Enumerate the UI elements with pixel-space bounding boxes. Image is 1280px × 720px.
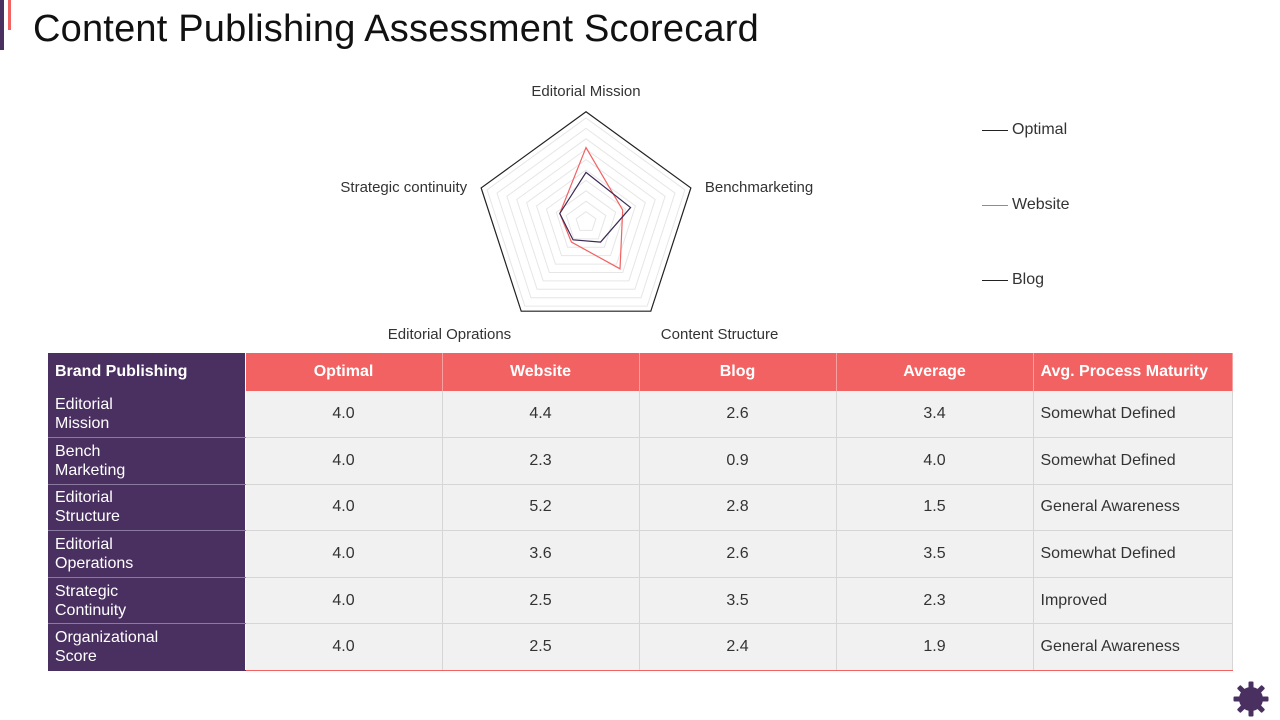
legend-item-optimal: Optimal — [982, 118, 1067, 142]
cell-average: 3.5 — [836, 530, 1034, 578]
cell-optimal: 4.0 — [245, 437, 443, 485]
row-label: Editorial Operations — [48, 530, 246, 578]
radar-series-blog — [559, 171, 632, 243]
cell-maturity: Improved — [1033, 577, 1233, 625]
cell-maturity: General Awareness — [1033, 623, 1233, 672]
table-row: Organizational Score 4.0 2.5 2.4 1.9 Gene… — [48, 623, 1233, 672]
row-label: Editorial Mission — [48, 391, 246, 439]
cell-optimal: 4.0 — [245, 577, 443, 625]
radar-grid-ring — [486, 117, 686, 307]
radar-grid-ring — [565, 200, 607, 240]
legend-label: Optimal — [1012, 121, 1068, 138]
cell-optimal: 4.0 — [245, 530, 443, 578]
row-label-line: Mission — [55, 415, 110, 433]
cell-average: 2.3 — [836, 577, 1034, 625]
cell-blog: 2.4 — [639, 623, 837, 672]
cell-website: 2.5 — [442, 623, 640, 672]
cell-blog: 0.9 — [639, 437, 837, 485]
row-label-line: Bench — [55, 442, 101, 460]
cell-website: 3.6 — [442, 530, 640, 578]
cell-maturity: Somewhat Defined — [1033, 530, 1233, 578]
radar-grid-ring — [496, 127, 676, 299]
cell-website: 2.3 — [442, 437, 640, 485]
radar-grid-ring — [526, 158, 646, 273]
cell-blog: 3.5 — [639, 577, 837, 625]
radar-axis-label: Content Structure — [661, 326, 779, 343]
scorecard-table: Brand Publishing Optimal Website Blog Av… — [48, 353, 1233, 672]
table-row: Editorial Mission 4.0 4.4 2.6 3.4 Somewha… — [48, 391, 1233, 439]
gear-icon[interactable] — [1232, 680, 1270, 718]
cell-average: 1.9 — [836, 623, 1034, 672]
row-label-line: Organizational — [55, 629, 159, 647]
table-row: Editorial Operations 4.0 3.6 2.6 3.5 Some… — [48, 530, 1233, 578]
column-header-brand-publishing: Brand Publishing — [48, 353, 246, 391]
radar-axis-label: Strategic continuity — [340, 179, 467, 196]
cell-blog: 2.6 — [639, 530, 837, 578]
row-label-line: Editorial — [55, 396, 113, 414]
legend-line-icon — [982, 129, 1008, 131]
legend-item-website: Website — [982, 193, 1070, 217]
cell-optimal: 4.0 — [245, 391, 443, 439]
table-row: Strategic Continuity 4.0 2.5 3.5 2.3 Impr… — [48, 577, 1233, 625]
accent-bar — [0, 0, 4, 50]
cell-maturity: General Awareness — [1033, 484, 1233, 532]
row-label-line: Operations — [55, 555, 134, 573]
row-label-line: Editorial — [55, 536, 113, 554]
column-header-website: Website — [442, 353, 640, 391]
cell-average: 1.5 — [836, 484, 1034, 532]
cell-blog: 2.8 — [639, 484, 837, 532]
cell-website: 2.5 — [442, 577, 640, 625]
column-header-optimal: Optimal — [245, 353, 443, 391]
radar-series-website — [559, 146, 624, 270]
legend-line-icon — [982, 279, 1008, 281]
row-label-line: Marketing — [55, 461, 126, 479]
accent-bar-highlight — [8, 0, 11, 30]
legend-label: Blog — [1012, 271, 1045, 288]
radar-series-optimal — [480, 111, 692, 312]
cell-maturity: Somewhat Defined — [1033, 437, 1233, 485]
cell-blog: 2.6 — [639, 391, 837, 439]
radar-grid-ring — [575, 210, 597, 231]
cell-website: 4.4 — [442, 391, 640, 439]
row-label-line: Score — [55, 648, 97, 666]
column-header-blog: Blog — [639, 353, 837, 391]
row-label-line: Structure — [55, 508, 120, 526]
radar-grid-ring — [535, 169, 637, 265]
row-label-line: Strategic — [55, 582, 119, 600]
radar-chart: Editorial Mission Benchmarketing Content S… — [300, 80, 880, 350]
table-row: Editorial Structure 4.0 5.2 2.8 1.5 Gener… — [48, 484, 1233, 532]
cell-average: 4.0 — [836, 437, 1034, 485]
radar-axis-label: Editorial Oprations — [388, 326, 511, 343]
row-label: Organizational Score — [48, 623, 246, 672]
cell-maturity: Somewhat Defined — [1033, 391, 1233, 439]
column-header-average: Average — [836, 353, 1034, 391]
row-label-line: Editorial — [55, 489, 113, 507]
cell-optimal: 4.0 — [245, 623, 443, 672]
page-title: Content Publishing Assessment Scorecard — [33, 8, 759, 50]
radar-grid-ring — [506, 138, 666, 290]
cell-website: 5.2 — [442, 484, 640, 532]
cell-average: 3.4 — [836, 391, 1034, 439]
table-row: Bench Marketing 4.0 2.3 0.9 4.0 Somewhat … — [48, 437, 1233, 485]
radar-axis-label: Benchmarketing — [705, 179, 813, 196]
legend-line-icon — [982, 204, 1008, 206]
row-label: Editorial Structure — [48, 484, 246, 532]
legend-label: Website — [1012, 196, 1070, 213]
radar-axis-label: Editorial Mission — [531, 83, 640, 100]
radar-grid-ring — [516, 148, 656, 282]
table-header-row: Brand Publishing Optimal Website Blog Av… — [48, 353, 1233, 391]
cell-optimal: 4.0 — [245, 484, 443, 532]
row-label: Strategic Continuity — [48, 577, 246, 625]
row-label-line: Continuity — [55, 601, 127, 619]
row-label: Bench Marketing — [48, 437, 246, 485]
column-header-maturity: Avg. Process Maturity — [1033, 353, 1233, 391]
legend-item-blog: Blog — [982, 268, 1044, 292]
